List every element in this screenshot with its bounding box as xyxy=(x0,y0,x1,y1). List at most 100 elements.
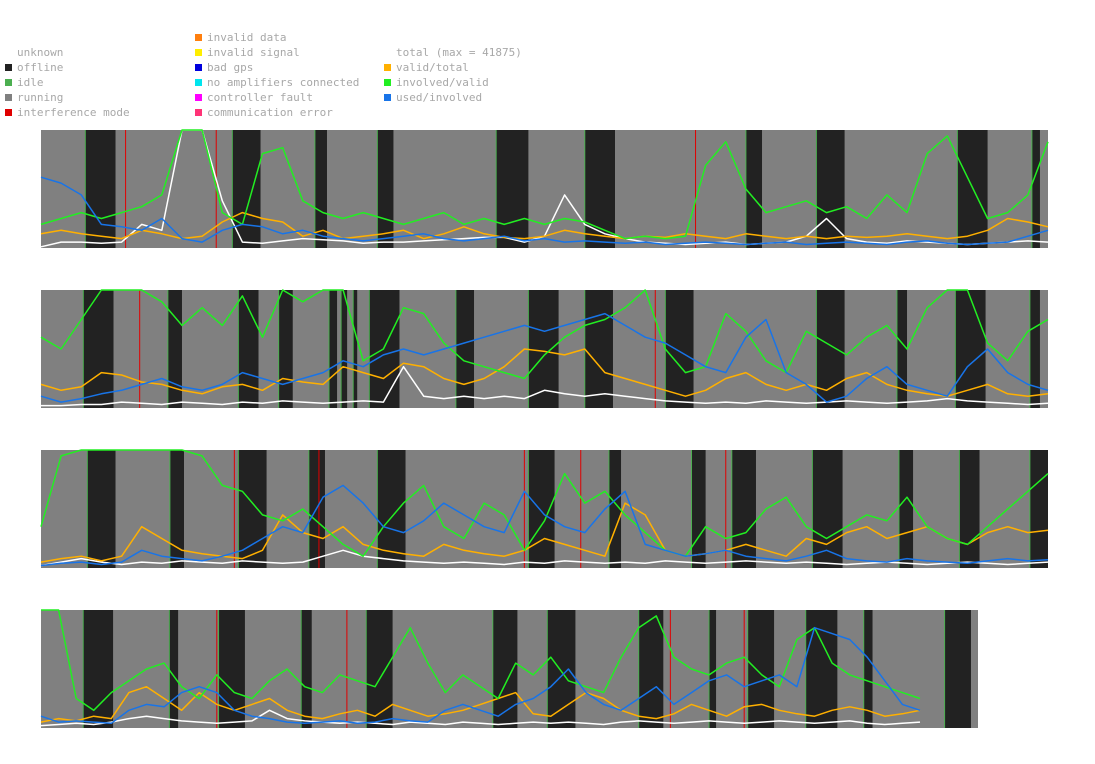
legend-label: invalid signal xyxy=(207,46,300,59)
series-line-total-max-41875- xyxy=(40,709,921,727)
legend-label: used/involved xyxy=(396,91,483,104)
series-line-used-involved xyxy=(40,176,1049,246)
legend-status-column: unknown offline idle running interferenc… xyxy=(5,30,130,120)
offline-band xyxy=(218,610,245,728)
legend-item-unknown: unknown xyxy=(5,45,130,60)
offline-band xyxy=(314,130,327,248)
offline-band xyxy=(528,450,555,568)
offline-band xyxy=(83,610,114,728)
legend-swatch-involved-valid xyxy=(384,79,391,86)
offline-band xyxy=(341,290,348,408)
legend-label: invalid data xyxy=(207,31,287,44)
offline-band xyxy=(232,130,261,248)
offline-band xyxy=(353,290,358,408)
offline-band xyxy=(377,450,406,568)
legend-item-idle: idle xyxy=(5,75,130,90)
series-line-used-involved xyxy=(40,626,921,725)
offline-band xyxy=(496,130,529,248)
series-line-total-max-41875- xyxy=(40,549,1049,567)
offline-band xyxy=(87,450,116,568)
legend-swatch-idle xyxy=(5,79,12,86)
offline-band xyxy=(898,450,914,568)
offline-band xyxy=(709,610,717,728)
legend-swatch-total xyxy=(384,49,391,56)
offline-band xyxy=(167,290,182,408)
legend-item-used-involved: used/involved xyxy=(384,90,522,105)
series-line-valid-total xyxy=(40,685,921,723)
chart-panel-2 xyxy=(40,289,1049,408)
legend-label: bad gps xyxy=(207,61,254,74)
legend-label: total (max = 41875) xyxy=(396,46,522,59)
legend-label: communication error xyxy=(207,106,333,119)
chart-panel-3 xyxy=(40,449,1049,568)
legend-item-running: running xyxy=(5,90,130,105)
offline-band xyxy=(377,130,394,248)
legend-label: involved/valid xyxy=(396,76,489,89)
legend-swatch-valid-total xyxy=(384,64,391,71)
legend-item-total: total (max = 41875) xyxy=(384,45,522,60)
offline-band xyxy=(745,130,763,248)
legend-label: idle xyxy=(17,76,44,89)
legend-swatch-running xyxy=(5,94,12,101)
offline-band xyxy=(492,610,518,728)
offline-band xyxy=(816,290,845,408)
legend-label: controller fault xyxy=(207,91,313,104)
legend-item-invalid-signal: invalid signal xyxy=(195,45,359,60)
legend-item-interference-mode: interference mode xyxy=(5,105,130,120)
offline-band xyxy=(896,290,908,408)
legend-swatch-invalid-data xyxy=(195,34,202,41)
running-background xyxy=(41,130,1048,248)
offline-band xyxy=(238,450,267,568)
series-line-involved-valid xyxy=(40,449,1049,557)
legend-swatch-bad-gps xyxy=(195,64,202,71)
legend-swatch-offline xyxy=(5,64,12,71)
legend-swatch-controller-fault xyxy=(195,94,202,101)
legend-item-offline: offline xyxy=(5,60,130,75)
series-line-valid-total xyxy=(40,348,1049,397)
offline-band xyxy=(812,450,843,568)
legend-label: offline xyxy=(17,61,64,74)
offline-band xyxy=(955,290,986,408)
offline-band xyxy=(691,450,706,568)
offline-band xyxy=(1029,450,1048,568)
offline-band xyxy=(528,290,559,408)
offline-band xyxy=(959,450,980,568)
charts-canvas xyxy=(40,129,1049,728)
offline-band xyxy=(731,450,756,568)
legend-item-no-amplifiers-connected: no amplifiers connected xyxy=(195,75,359,90)
legend-errors-column: invalid data invalid signal bad gps no a… xyxy=(195,30,359,120)
offline-band xyxy=(638,610,664,728)
series-line-valid-total xyxy=(40,211,1049,240)
offline-band xyxy=(944,610,971,728)
legend-swatch-interference-mode xyxy=(5,109,12,116)
offline-band xyxy=(366,610,393,728)
offline-band xyxy=(816,130,845,248)
offline-band xyxy=(1029,290,1040,408)
legend-item-involved-valid: involved/valid xyxy=(384,75,522,90)
legend-swatch-unknown xyxy=(5,49,12,56)
series-line-used-involved xyxy=(40,312,1049,403)
offline-band xyxy=(169,450,184,568)
legend-item-invalid-data: invalid data xyxy=(195,30,359,45)
legend-label: no amplifiers connected xyxy=(207,76,360,89)
legend-label: running xyxy=(17,91,64,104)
series-line-total-max-41875- xyxy=(41,365,1049,407)
offline-band xyxy=(329,290,338,408)
legend-label: unknown xyxy=(17,46,64,59)
offline-band xyxy=(83,290,114,408)
offline-band xyxy=(455,290,475,408)
legend-label: valid/total xyxy=(396,61,469,74)
offline-band xyxy=(85,130,116,248)
offline-band xyxy=(584,130,615,248)
legend-item-communication-error: communication error xyxy=(195,105,359,120)
legend: unknown offline idle running interferenc… xyxy=(0,30,1095,125)
series-line-used-involved xyxy=(40,484,1049,567)
series-line-valid-total xyxy=(40,502,1049,563)
chart-panel-4 xyxy=(40,609,978,728)
offline-band xyxy=(369,290,400,408)
offline-band xyxy=(169,610,179,728)
offline-band xyxy=(747,610,775,728)
legend-item-valid-total: valid/total xyxy=(384,60,522,75)
offline-band xyxy=(584,290,613,408)
offline-band xyxy=(547,610,576,728)
